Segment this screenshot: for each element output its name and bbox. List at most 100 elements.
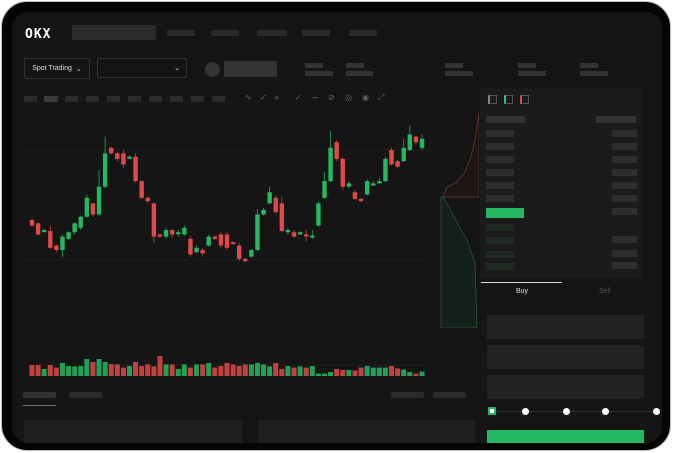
volume-bar (218, 366, 224, 376)
tab-order-history[interactable] (69, 392, 102, 398)
volume-bar (370, 367, 376, 376)
ask-amount (612, 143, 637, 150)
interval-button[interactable] (170, 96, 183, 102)
slider-step[interactable] (563, 408, 570, 415)
okx-logo: OKX (25, 27, 52, 42)
slider-handle[interactable] (488, 407, 496, 415)
price-input[interactable] (487, 315, 644, 339)
search-bar[interactable] (72, 25, 156, 40)
interval-button[interactable] (149, 96, 162, 102)
interval-button[interactable] (86, 96, 99, 102)
candle (310, 235, 315, 238)
bid-price (486, 251, 514, 258)
volume-bar (413, 373, 419, 376)
candlestick-chart[interactable] (12, 110, 480, 380)
stat-value (346, 71, 373, 76)
interval-button[interactable] (191, 96, 204, 102)
buy-tab-underline (481, 282, 562, 283)
volume-bar (90, 362, 96, 376)
tab-buy[interactable]: Buy (516, 288, 529, 295)
volume-bar (194, 364, 200, 376)
spot-trading-dropdown[interactable]: Spot Trading ⌄ (24, 58, 90, 79)
candle (322, 181, 327, 198)
slider-step[interactable] (602, 408, 609, 415)
tab-open-orders[interactable] (23, 392, 56, 398)
candle (346, 183, 352, 187)
candle (395, 161, 400, 167)
slider-step[interactable] (522, 408, 529, 415)
slider-step[interactable] (653, 408, 660, 415)
candle (413, 136, 419, 143)
fullscreen-icon[interactable]: ◉ (362, 93, 369, 102)
volume-bar (181, 364, 187, 376)
bid-price (486, 237, 514, 244)
bottom-action[interactable] (433, 392, 466, 398)
stat-label (445, 63, 463, 68)
amount-input[interactable] (487, 345, 644, 369)
volume-bar (395, 368, 401, 376)
interval-button[interactable] (24, 96, 37, 102)
candle (115, 153, 120, 159)
tab-sell[interactable]: Sell (599, 288, 611, 295)
indicators-icon[interactable]: ∿ (245, 93, 252, 102)
candle (169, 230, 175, 235)
interval-button[interactable] (212, 96, 225, 102)
draw-icon[interactable]: ⟡ (274, 93, 280, 102)
volume-bar (285, 366, 291, 376)
nav-item[interactable] (211, 30, 239, 36)
active-tab-underline (23, 405, 56, 406)
candle (352, 192, 358, 199)
candle (84, 197, 90, 217)
volume-bar (35, 365, 41, 376)
camera-icon[interactable]: ⊘ (328, 93, 335, 102)
tool-icon[interactable]: ⤢ (378, 93, 385, 102)
candle (29, 220, 35, 226)
nav-item[interactable] (349, 30, 377, 36)
both-sides-icon[interactable] (488, 95, 497, 104)
candle (255, 214, 260, 250)
depth-asks (442, 112, 479, 198)
asks-only-icon[interactable] (520, 95, 529, 104)
volume-bar (66, 366, 72, 376)
interval-button[interactable] (65, 96, 78, 102)
bids-only-icon[interactable] (504, 95, 513, 104)
bottom-action[interactable] (391, 392, 424, 398)
candle (377, 181, 382, 184)
ask-price (486, 195, 514, 202)
nav-item[interactable] (302, 30, 330, 36)
total-input[interactable] (487, 375, 644, 399)
line-icon[interactable]: ✓ (295, 93, 302, 102)
volume-bar (84, 359, 90, 376)
volume-bar (114, 364, 120, 376)
spot-trading-label: Spot Trading (32, 65, 72, 72)
volume-bar (102, 362, 108, 376)
orders-panel (24, 420, 242, 443)
volume-bar (169, 364, 175, 376)
price-header (486, 116, 525, 123)
nav-item[interactable] (257, 30, 287, 36)
interval-button[interactable] (128, 96, 141, 102)
candle (401, 147, 406, 162)
volume-bar (346, 370, 352, 376)
ask-amount (612, 195, 637, 202)
nav-item[interactable] (167, 30, 195, 36)
candle (249, 250, 254, 257)
interval-button[interactable] (44, 96, 58, 102)
volume-bar (267, 366, 273, 376)
interval-button[interactable] (107, 96, 120, 102)
volume-bar (187, 367, 193, 376)
buy-button[interactable] (487, 430, 644, 443)
ask-price (486, 156, 514, 163)
ask-amount (612, 169, 637, 176)
pen-icon[interactable]: ∼ (312, 93, 319, 102)
slider-track[interactable] (492, 411, 657, 412)
pair-dropdown[interactable]: ⌄ (97, 58, 187, 78)
volume-bar (53, 367, 59, 376)
screen: OKX Spot Trading ⌄ ⌄ ∿ ✓ ⟡ ✓ ∼ ⊘ ◎ ◉ ⤢ Buy Sell (12, 12, 662, 443)
candle (383, 158, 388, 182)
volume-bar (59, 363, 65, 376)
settings-icon[interactable]: ◎ (345, 93, 352, 102)
compare-icon[interactable]: ✓ (260, 93, 267, 102)
volume-bar (47, 365, 53, 376)
